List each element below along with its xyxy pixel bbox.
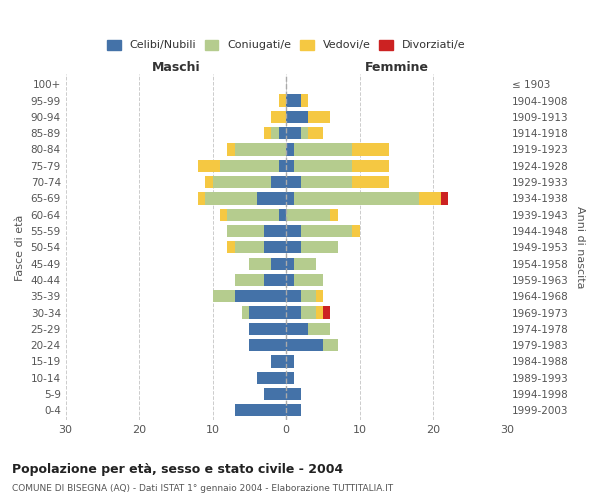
Bar xyxy=(279,127,286,140)
Bar xyxy=(250,339,286,351)
Bar xyxy=(286,208,331,221)
Bar xyxy=(286,274,293,286)
Bar xyxy=(286,127,301,140)
Bar xyxy=(323,339,338,351)
Bar xyxy=(293,192,419,204)
Bar xyxy=(301,127,308,140)
Bar xyxy=(220,208,227,221)
Bar xyxy=(301,306,316,318)
Bar xyxy=(352,176,389,188)
Bar xyxy=(286,225,301,237)
Bar xyxy=(264,241,286,254)
Bar xyxy=(440,192,448,204)
Bar xyxy=(293,160,352,172)
Text: Maschi: Maschi xyxy=(152,60,200,74)
Bar xyxy=(286,144,293,156)
Bar xyxy=(271,258,286,270)
Bar xyxy=(316,306,323,318)
Bar xyxy=(242,306,250,318)
Bar xyxy=(198,160,220,172)
Bar xyxy=(308,322,331,335)
Bar xyxy=(293,144,352,156)
Bar xyxy=(227,225,264,237)
Bar xyxy=(235,290,286,302)
Bar xyxy=(419,192,440,204)
Bar xyxy=(301,290,316,302)
Bar xyxy=(257,372,286,384)
Bar xyxy=(227,208,279,221)
Bar xyxy=(212,290,235,302)
Bar xyxy=(286,290,301,302)
Bar xyxy=(257,192,286,204)
Bar xyxy=(286,356,293,368)
Bar xyxy=(250,322,286,335)
Bar xyxy=(308,127,323,140)
Bar xyxy=(227,241,235,254)
Bar xyxy=(293,274,323,286)
Bar xyxy=(279,94,286,106)
Bar xyxy=(198,192,205,204)
Bar xyxy=(308,111,331,123)
Bar xyxy=(331,208,338,221)
Bar xyxy=(212,176,271,188)
Bar xyxy=(264,274,286,286)
Bar xyxy=(323,306,331,318)
Bar xyxy=(301,94,308,106)
Bar xyxy=(286,322,308,335)
Bar xyxy=(286,176,301,188)
Bar xyxy=(301,241,338,254)
Bar xyxy=(271,176,286,188)
Bar xyxy=(264,225,286,237)
Bar xyxy=(352,160,389,172)
Bar xyxy=(301,225,352,237)
Bar xyxy=(235,144,286,156)
Bar xyxy=(279,160,286,172)
Bar xyxy=(227,144,235,156)
Bar xyxy=(352,144,389,156)
Bar xyxy=(250,306,286,318)
Bar xyxy=(271,356,286,368)
Bar xyxy=(279,208,286,221)
Bar xyxy=(264,388,286,400)
Bar xyxy=(220,160,279,172)
Bar xyxy=(286,372,293,384)
Bar xyxy=(286,160,293,172)
Y-axis label: Fasce di età: Fasce di età xyxy=(15,214,25,280)
Bar xyxy=(316,290,323,302)
Bar xyxy=(250,258,271,270)
Bar xyxy=(286,241,301,254)
Bar xyxy=(286,404,301,416)
Bar xyxy=(301,176,352,188)
Legend: Celibi/Nubili, Coniugati/e, Vedovi/e, Divorziati/e: Celibi/Nubili, Coniugati/e, Vedovi/e, Di… xyxy=(103,35,469,55)
Bar xyxy=(286,258,293,270)
Text: Femmine: Femmine xyxy=(364,60,428,74)
Bar xyxy=(235,274,264,286)
Bar xyxy=(352,225,360,237)
Bar xyxy=(205,192,257,204)
Bar xyxy=(293,258,316,270)
Bar xyxy=(264,127,271,140)
Text: COMUNE DI BISEGNA (AQ) - Dati ISTAT 1° gennaio 2004 - Elaborazione TUTTITALIA.IT: COMUNE DI BISEGNA (AQ) - Dati ISTAT 1° g… xyxy=(12,484,393,493)
Bar xyxy=(286,339,323,351)
Bar xyxy=(205,176,212,188)
Bar xyxy=(235,404,286,416)
Y-axis label: Anni di nascita: Anni di nascita xyxy=(575,206,585,288)
Bar xyxy=(235,241,264,254)
Bar xyxy=(271,111,286,123)
Bar xyxy=(286,192,293,204)
Bar xyxy=(286,111,308,123)
Bar xyxy=(286,94,301,106)
Text: Popolazione per età, sesso e stato civile - 2004: Popolazione per età, sesso e stato civil… xyxy=(12,462,343,475)
Bar xyxy=(271,127,279,140)
Bar xyxy=(286,388,301,400)
Bar xyxy=(286,306,301,318)
